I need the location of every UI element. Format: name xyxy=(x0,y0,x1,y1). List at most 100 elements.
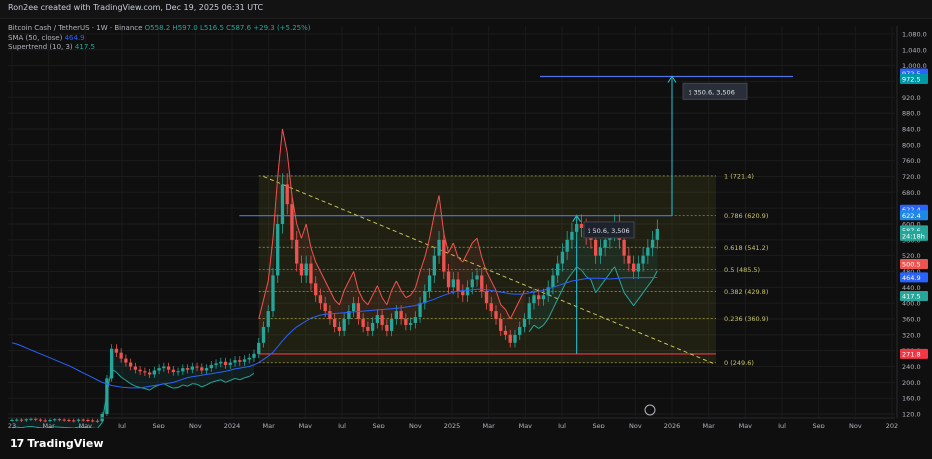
supertrend-line xyxy=(590,279,597,293)
supertrend-line xyxy=(623,292,630,300)
candle-body xyxy=(499,319,503,331)
supertrend-line xyxy=(505,309,511,320)
supertrend-band xyxy=(268,238,273,312)
x-tick-label: May xyxy=(519,422,533,428)
supertrend-line xyxy=(192,383,198,385)
candle-body xyxy=(76,419,81,421)
supertrend-band xyxy=(533,295,539,329)
candle-body xyxy=(86,419,90,421)
supertrend-band xyxy=(391,280,397,320)
candle-body xyxy=(147,372,152,375)
supertrend-line xyxy=(514,299,521,310)
x-tick-label: Sep xyxy=(813,422,825,428)
supertrend-band xyxy=(595,247,601,293)
supertrend-line xyxy=(338,290,345,305)
supertrend-line xyxy=(319,271,326,282)
supertrend-line xyxy=(633,298,639,307)
supertrend-line xyxy=(173,387,179,389)
legend-ohlc: O558.2 H597.0 L516.5 C587.6 +29.3 (+5.25… xyxy=(144,24,311,32)
price-badge xyxy=(900,74,928,85)
supertrend-line xyxy=(414,271,421,289)
supertrend-line xyxy=(168,385,174,389)
candle-body xyxy=(418,303,422,318)
x-tick-label: 2026 xyxy=(664,422,681,428)
supertrend-band xyxy=(405,295,411,325)
supertrend-band xyxy=(216,361,221,382)
supertrend-band xyxy=(249,353,254,377)
supertrend-band xyxy=(116,352,122,378)
price-badge-label: 622.4 xyxy=(902,206,921,214)
supertrend-line xyxy=(443,233,450,253)
supertrend-line xyxy=(433,195,440,215)
supertrend-band xyxy=(367,295,373,331)
supertrend-band xyxy=(633,263,639,306)
candle-body xyxy=(10,419,14,421)
candle-body xyxy=(456,279,460,292)
x-tick-label: Jul xyxy=(557,422,566,428)
measure-arrow-head xyxy=(667,75,677,83)
y-tick-label: 360.0 xyxy=(902,316,921,324)
candle-body xyxy=(105,378,109,415)
price-badge-label: 464.9 xyxy=(902,274,921,282)
supertrend-line xyxy=(533,324,539,329)
candle-body xyxy=(570,231,574,240)
fib-level-label: 0 (249.6) xyxy=(724,359,754,367)
candle-body xyxy=(91,420,95,422)
candle-body xyxy=(522,319,527,327)
supertrend-band xyxy=(130,366,136,387)
y-tick-label: 840.0 xyxy=(902,125,921,133)
candle-body xyxy=(527,303,531,320)
supertrend-line xyxy=(357,290,364,301)
candle-body xyxy=(242,359,247,362)
supertrend-band xyxy=(519,290,525,327)
candle-body xyxy=(641,255,645,264)
supertrend-line xyxy=(120,376,127,381)
candle-body xyxy=(200,367,204,371)
candle-body xyxy=(579,223,584,228)
candle-body xyxy=(465,287,470,296)
candle-body xyxy=(295,239,299,264)
candle-body xyxy=(351,303,356,312)
sma-line xyxy=(11,277,658,389)
supertrend-line xyxy=(234,377,240,381)
candle-body xyxy=(366,326,370,331)
supertrend-line xyxy=(471,237,478,244)
candle-body xyxy=(404,319,408,325)
supertrend-band xyxy=(68,420,74,428)
candle-body xyxy=(532,295,536,304)
bottom-bar: 17 TradingView xyxy=(0,428,932,459)
supertrend-line xyxy=(581,269,587,277)
price-badge-label: 500.5 xyxy=(902,260,921,268)
tradingview-brand[interactable]: 17 TradingView xyxy=(10,437,104,450)
candle-body xyxy=(385,324,389,331)
legend-symbol-row: Bitcoin Cash / TetherUS · 1W · Binance O… xyxy=(8,24,311,34)
x-tick-label: 23 xyxy=(8,422,16,428)
supertrend-line xyxy=(500,304,506,310)
supertrend-band xyxy=(230,360,236,381)
supertrend-line xyxy=(286,152,293,196)
candle-body xyxy=(389,319,394,331)
candle-body xyxy=(29,418,33,420)
candle-body xyxy=(38,419,43,421)
x-tick-label: Mar xyxy=(263,422,276,428)
candle-body xyxy=(361,319,365,327)
price-badge-label: 972.5 xyxy=(902,76,921,84)
supertrend-line xyxy=(538,324,544,329)
supertrend-line xyxy=(547,308,554,319)
supertrend-line xyxy=(310,247,317,263)
candle-body xyxy=(53,419,57,421)
candle-body xyxy=(646,247,650,256)
candle-body xyxy=(484,291,489,304)
supertrend-line xyxy=(324,280,331,291)
candle-body xyxy=(551,275,555,288)
candle-body xyxy=(636,263,641,272)
supertrend-band xyxy=(54,419,60,428)
candle-body xyxy=(328,311,332,320)
candle-body xyxy=(271,275,275,312)
supertrend-band xyxy=(16,419,22,428)
price-chart[interactable]: 1 (721.4) 0.786 (620.9) 0.618 (541.2) 0.5 (… xyxy=(0,18,932,428)
candle-body xyxy=(138,369,142,372)
candle-body xyxy=(152,370,157,375)
candle-body xyxy=(48,419,52,421)
supertrend-line xyxy=(97,422,103,428)
